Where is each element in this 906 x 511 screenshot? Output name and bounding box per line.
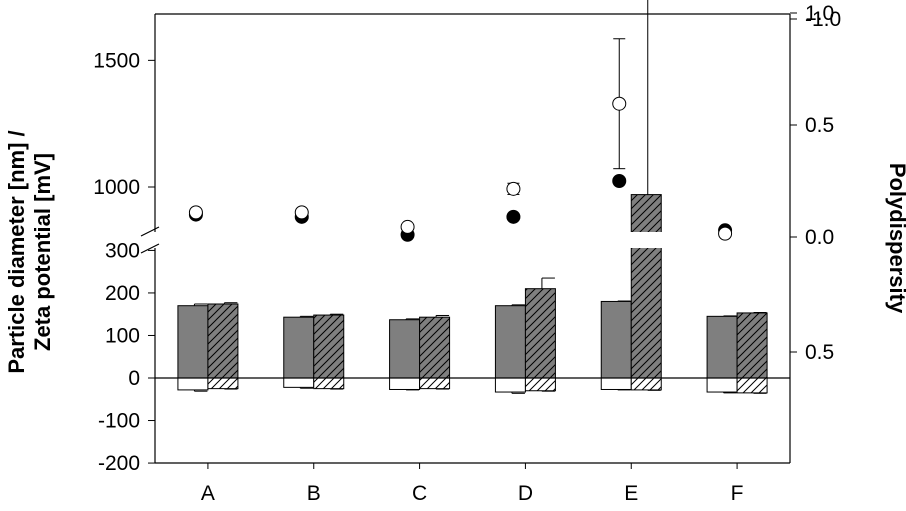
y-tick-label-100: 100 [105, 324, 140, 347]
axis-break-mark-upper [140, 226, 160, 237]
zeta-bar-d-2 [524, 377, 556, 392]
zeta-bar-e-1 [600, 377, 632, 390]
diameter-bar-a-2 [207, 303, 239, 379]
zeta-bar-f-1 [706, 377, 738, 393]
pdi-point-filled-d [506, 209, 521, 224]
pdi-point-open-f [718, 226, 733, 241]
zeta-bar-d-1 [494, 377, 526, 393]
x-tick-label-b: B [307, 482, 321, 505]
axis-break-mark-lower [140, 243, 160, 254]
y-tick-label--100: -100 [98, 410, 140, 433]
y-tick-label-200: 200 [105, 282, 140, 305]
x-tick-label-a: A [201, 482, 215, 505]
y2-tick-label-1.0: 1.0 [805, 2, 834, 25]
zeta-bar-c-1 [389, 377, 421, 390]
y-tick-label--200: -200 [98, 452, 140, 475]
y2-tick-label-lower-0.5: 0.5 [805, 341, 834, 364]
zeta-bar-e-2 [630, 377, 662, 391]
pdi-point-open-c [400, 219, 415, 234]
y2-axis-title: Polydispersity [885, 163, 906, 314]
y-tick-label-300: 300 [105, 239, 140, 262]
y-axis-title-line1: Particle diameter [nm] / [4, 130, 29, 373]
diameter-bar-b-1 [283, 316, 315, 379]
diameter-bar-d-1 [494, 305, 526, 379]
y-tick-label-1500: 1500 [93, 49, 140, 72]
x-tick-label-d: D [518, 482, 533, 505]
diameter-bar-e-1 [600, 300, 632, 379]
y-tick-label-1000: 1000 [93, 176, 140, 199]
zeta-bar-a-1 [177, 377, 209, 391]
pdi-point-open-a [188, 205, 203, 220]
x-tick-label-e: E [624, 482, 638, 505]
y-axis-title-line2: Zeta potential [mV] [30, 153, 55, 351]
diameter-bar-a-1 [177, 305, 209, 379]
y-tick-label-0: 0 [128, 367, 140, 390]
diameter-bar-e-2 [630, 194, 662, 379]
zeta-bar-c-2 [419, 377, 451, 390]
x-tick-label-f: F [731, 482, 744, 505]
pdi-point-open-e [612, 96, 627, 111]
diameter-bar-d-2 [524, 288, 556, 379]
zeta-bar-a-2 [207, 377, 239, 390]
y2-tick-label-0.0: 0.0 [805, 226, 834, 249]
diameter-bar-c-2 [419, 316, 451, 379]
y2-tick-label-lower--1.0: -1.0 [805, 8, 841, 31]
x-tick-label-c: C [412, 482, 427, 505]
pdi-point-filled-e [612, 174, 627, 188]
diameter-bar-b-2 [313, 314, 345, 379]
zeta-bar-f-2 [736, 377, 768, 394]
pdi-point-open-d [506, 181, 521, 196]
zeta-bar-b-2 [313, 377, 345, 390]
diameter-bar-c-1 [389, 319, 421, 379]
y2-tick-label-0.5: 0.5 [805, 114, 834, 137]
bar-break-gap [630, 232, 664, 248]
diameter-bar-f-1 [706, 315, 738, 379]
zeta-bar-b-1 [283, 377, 315, 388]
diameter-bar-f-2 [736, 312, 768, 379]
pdi-point-open-b [294, 205, 309, 220]
